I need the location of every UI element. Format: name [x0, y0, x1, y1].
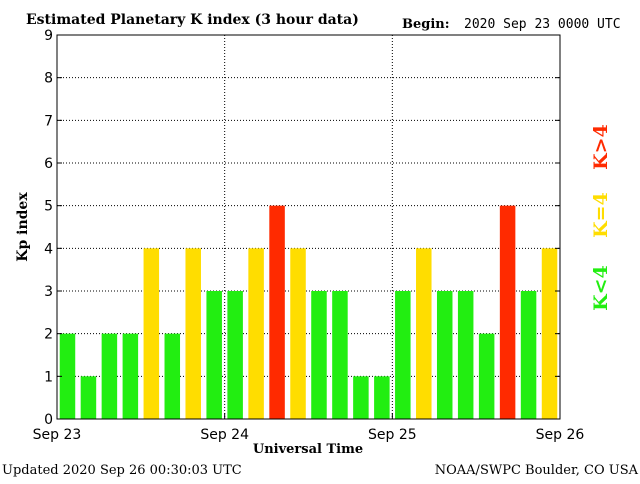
y-tick-label: 2	[44, 327, 53, 343]
x-tick-label: Sep 24	[200, 427, 249, 443]
y-tick-label: 7	[44, 113, 53, 129]
kp-bar	[143, 248, 160, 419]
plot-frame	[56, 34, 561, 420]
kp-bar	[416, 248, 432, 419]
y-tick-label: 0	[44, 412, 53, 428]
kp-bar	[290, 248, 306, 419]
begin-value: 2020 Sep 23 0000 UTC	[464, 17, 621, 32]
begin-label: Begin:	[402, 17, 450, 32]
chart-bars	[59, 205, 558, 419]
y-tick-label: 1	[44, 369, 53, 385]
y-tick-label: 6	[44, 156, 53, 172]
kp-bar	[122, 333, 139, 419]
x-tick-label: Sep 23	[33, 427, 82, 443]
updated-timestamp: Updated 2020 Sep 26 00:30:03 UTC	[2, 463, 242, 478]
kp-bar	[185, 248, 201, 419]
y-tick-label: 4	[44, 241, 53, 257]
x-tick-label: Sep 25	[368, 427, 417, 443]
kp-bar	[457, 291, 474, 419]
kp-bar	[541, 248, 558, 419]
source-credit: NOAA/SWPC Boulder, CO USA	[435, 463, 639, 478]
y-axis-label: Kp index	[15, 192, 31, 262]
x-axis-ticks: Sep 23 Sep 24 Sep 25 Sep 26	[33, 413, 585, 443]
kp-bar	[311, 291, 327, 419]
y-tick-label: 3	[44, 284, 53, 300]
kp-bar	[520, 291, 537, 419]
kp-bar	[59, 333, 76, 419]
kp-bar	[269, 205, 285, 419]
y-tick-label: 9	[44, 28, 53, 44]
kp-bar	[353, 376, 369, 419]
y-tick-label: 8	[44, 71, 53, 87]
kp-bar	[101, 333, 118, 419]
x-axis-label: Universal Time	[253, 442, 363, 457]
chart-grid	[57, 35, 560, 419]
x-tick-label: Sep 26	[536, 427, 585, 443]
kp-bar	[227, 291, 243, 419]
y-tick-label: 5	[44, 199, 53, 215]
legend-k-less-than-4: K<4	[590, 265, 612, 311]
legend-k-equals-4: K=4	[590, 192, 612, 238]
kp-bar	[374, 376, 390, 419]
kp-bar	[80, 376, 97, 419]
kp-bar	[395, 291, 411, 419]
kp-bar	[436, 291, 453, 419]
kp-bar	[499, 205, 516, 419]
kp-bar	[164, 333, 181, 419]
chart-title: Estimated Planetary K index (3 hour data…	[26, 12, 359, 28]
kp-bar	[248, 248, 264, 419]
kp-bar	[206, 291, 222, 419]
kp-bar	[478, 333, 495, 419]
kp-bar	[332, 291, 348, 419]
legend-k-greater-than-4: K>4	[590, 124, 612, 170]
